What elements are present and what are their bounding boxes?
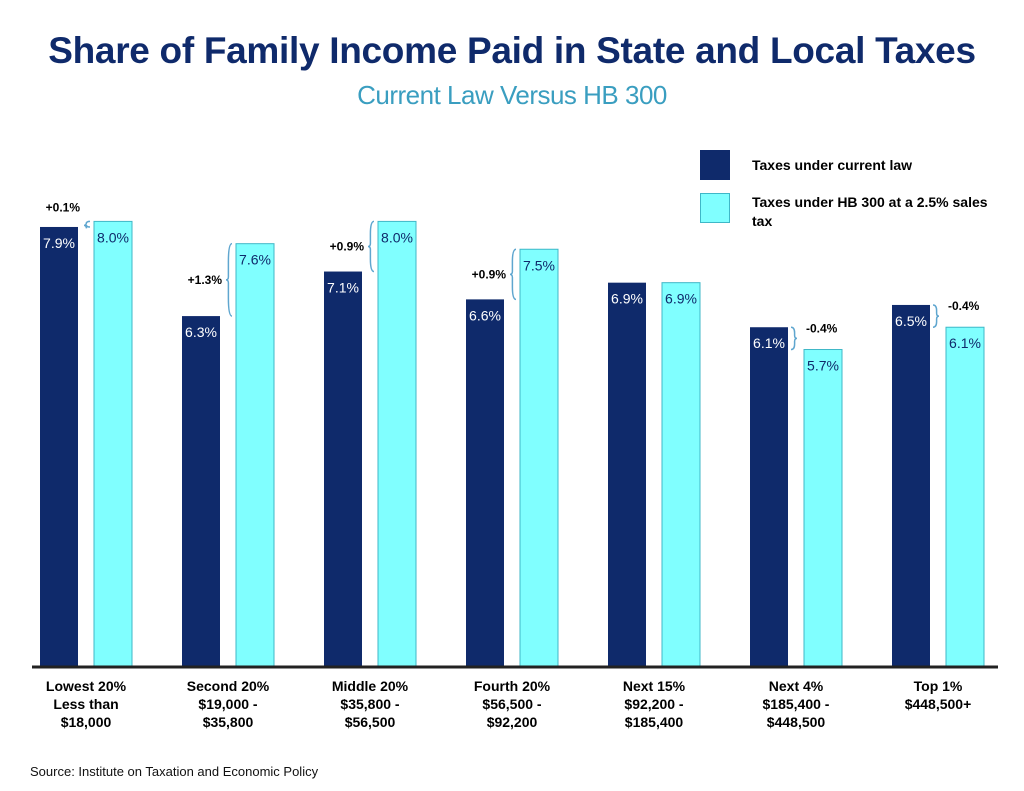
change-label: -0.4% — [948, 299, 980, 313]
bar-current — [466, 299, 504, 667]
bar-value-label: 7.5% — [523, 257, 555, 273]
category-label: Less than — [53, 696, 118, 712]
change-bracket — [509, 248, 517, 301]
bar-value-label: 8.0% — [381, 229, 413, 245]
legend-swatch-hb300 — [700, 193, 730, 223]
change-label: +0.1% — [46, 200, 81, 214]
change-bracket — [83, 220, 91, 229]
bar-value-label: 6.6% — [469, 307, 501, 323]
category-label: $35,800 — [203, 714, 254, 730]
category-label: $448,500 — [767, 714, 826, 730]
category-label: $92,200 — [487, 714, 538, 730]
legend-label-hb300: Taxes under HB 300 at a 2.5% sales tax — [752, 194, 988, 229]
category-label: Fourth 20% — [474, 678, 551, 694]
bar-current — [608, 282, 646, 667]
change-bracket — [225, 242, 233, 317]
bar-value-label: 5.7% — [807, 358, 839, 374]
bar-current — [750, 327, 788, 667]
legend-label-current: Taxes under current law — [752, 157, 913, 173]
bar-hb300 — [945, 326, 985, 668]
category-label: Next 4% — [769, 678, 824, 694]
category-label: $185,400 - — [763, 696, 830, 712]
bar-hb300 — [803, 349, 843, 668]
bar-value-label: 6.1% — [949, 335, 981, 351]
bar-value-label: 6.5% — [895, 313, 927, 329]
bar-hb300 — [519, 248, 559, 668]
category-label: Lowest 20% — [46, 678, 127, 694]
bar-value-label: 6.9% — [665, 291, 697, 307]
change-bracket — [367, 220, 375, 273]
bar-current — [892, 304, 930, 667]
bar-value-label: 7.1% — [327, 280, 359, 296]
bar-hb300 — [235, 243, 275, 668]
change-bracket — [932, 304, 940, 328]
category-label: $35,800 - — [340, 696, 399, 712]
category-label: $56,500 — [345, 714, 396, 730]
change-bracket — [790, 326, 798, 351]
category-label: Top 1% — [914, 678, 963, 694]
change-label: +1.3% — [188, 273, 223, 287]
bar-hb300 — [377, 220, 417, 668]
legend-item-hb300: Taxes under HB 300 at a 2.5% sales tax — [700, 193, 1002, 231]
chart-subtitle: Current Law Versus HB 300 — [357, 80, 667, 110]
change-label: +0.9% — [472, 267, 507, 281]
bar-value-label: 7.6% — [239, 252, 271, 268]
bar-value-label: 6.1% — [753, 335, 785, 351]
source-note: Source: Institute on Taxation and Econom… — [30, 764, 319, 779]
category-label: $56,500 - — [482, 696, 541, 712]
change-label: +0.9% — [330, 239, 365, 253]
bar-current — [40, 226, 78, 667]
category-label: $92,200 - — [624, 696, 683, 712]
bar-current — [182, 316, 220, 667]
legend-item-current: Taxes under current law — [700, 150, 1002, 180]
chart-title: Share of Family Income Paid in State and… — [48, 30, 976, 71]
category-label: $185,400 — [625, 714, 684, 730]
category-label: Second 20% — [187, 678, 270, 694]
bar-value-label: 6.9% — [611, 291, 643, 307]
category-label: $18,000 — [61, 714, 112, 730]
category-label: $448,500+ — [905, 696, 972, 712]
legend-swatch-current — [700, 150, 730, 180]
category-label: Middle 20% — [332, 678, 409, 694]
bar-hb300 — [661, 282, 701, 668]
category-label: Next 15% — [623, 678, 686, 694]
bar-value-label: 7.9% — [43, 235, 75, 251]
category-label: $19,000 - — [198, 696, 257, 712]
bar-hb300 — [93, 220, 133, 668]
bar-value-label: 6.3% — [185, 324, 217, 340]
bar-value-label: 8.0% — [97, 229, 129, 245]
bar-current — [324, 271, 362, 667]
change-label: -0.4% — [806, 321, 838, 335]
